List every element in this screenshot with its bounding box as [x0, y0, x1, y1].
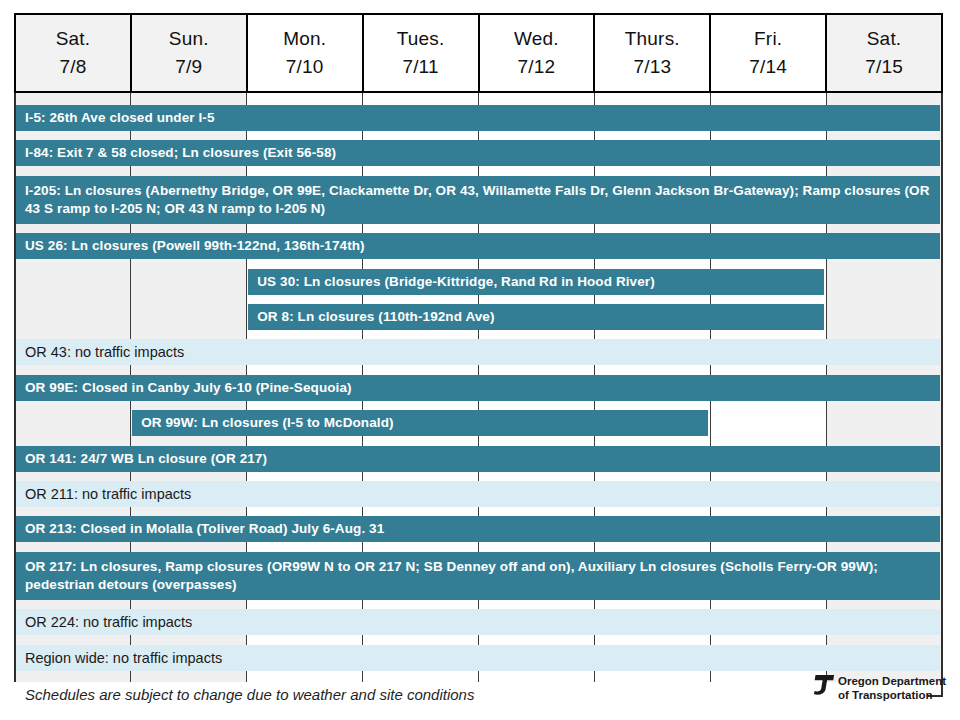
day-date: 7/8 [59, 53, 86, 81]
day-date: 7/15 [865, 53, 903, 81]
day-date: 7/11 [402, 53, 438, 81]
day-header-wed-7-12: Wed.7/12 [480, 15, 594, 91]
schedule-bar-or-141: OR 141: 24/7 WB Ln closure (OR 217) [16, 446, 940, 472]
day-name: Sat. [56, 25, 91, 53]
schedule-bar-or-217: OR 217: Ln closures, Ramp closures (OR99… [16, 552, 940, 600]
day-header-mon-7-10: Mon.7/10 [248, 15, 362, 91]
day-name: Thurs. [625, 25, 680, 53]
day-header-sat-7-15: Sat.7/15 [827, 15, 941, 91]
schedule-bar-i-205: I-205: Ln closures (Abernethy Bridge, OR… [16, 176, 940, 224]
schedule-bar-or-211: OR 211: no traffic impacts [16, 481, 940, 507]
schedule-bar-or-224: OR 224: no traffic impacts [16, 609, 940, 635]
day-name: Mon. [283, 25, 326, 53]
schedule-bar-us-26: US 26: Ln closures (Powell 99th-122nd, 1… [16, 233, 940, 259]
day-name: Fri. [754, 25, 782, 53]
day-header-sat-7-8: Sat.7/8 [16, 15, 130, 91]
day-name: Sat. [867, 25, 902, 53]
odot-logo-icon [812, 672, 835, 699]
odot-logo: Oregon Department of Transportation [812, 672, 946, 703]
schedule-bar-or-99w: OR 99W: Ln closures (I-5 to McDonald) [132, 410, 708, 436]
schedule-bar-i-5: I-5: 26th Ave closed under I-5 [16, 105, 940, 131]
odot-logo-text: Oregon Department of Transportation [838, 672, 946, 703]
odot-logo-text-line2: of Transportation [838, 689, 946, 703]
schedule-bar-us-30: US 30: Ln closures (Bridge-Kittridge, Ra… [248, 269, 824, 295]
odot-logo-text-line1: Oregon Department [838, 675, 946, 689]
day-name: Tues. [397, 25, 445, 53]
table-right-border [941, 93, 943, 697]
schedule-bar-or-99e: OR 99E: Closed in Canby July 6-10 (Pine-… [16, 375, 940, 401]
day-date: 7/13 [633, 53, 671, 81]
day-date: 7/9 [175, 53, 202, 81]
day-date: 7/10 [286, 53, 324, 81]
day-name: Wed. [514, 25, 559, 53]
day-header-thurs-7-13: Thurs.7/13 [595, 15, 709, 91]
day-date: 7/14 [749, 53, 787, 81]
schedule-bar-or-8: OR 8: Ln closures (110th-192nd Ave) [248, 304, 824, 330]
schedule-chart-body: I-5: 26th Ave closed under I-5 I-84: Exit… [14, 93, 943, 682]
schedule-bar-region-wide: Region wide: no traffic impacts [16, 645, 940, 671]
day-date: 7/12 [518, 53, 556, 81]
schedule-bar-or-213: OR 213: Closed in Molalla (Toliver Road)… [16, 516, 940, 542]
road-closure-schedule-page: Sat.7/8Sun.7/9Mon.7/10Tues.7/11Wed.7/12T… [0, 0, 960, 720]
schedule-bar-or-43: OR 43: no traffic impacts [16, 339, 940, 365]
day-header-fri-7-14: Fri.7/14 [711, 15, 825, 91]
day-header-tues-7-11: Tues.7/11 [364, 15, 478, 91]
schedule-bar-i-84: I-84: Exit 7 & 58 closed; Ln closures (E… [16, 140, 940, 166]
footer-note: Schedules are subject to change due to w… [25, 686, 474, 703]
day-header-row: Sat.7/8Sun.7/9Mon.7/10Tues.7/11Wed.7/12T… [14, 13, 943, 93]
day-header-sun-7-9: Sun.7/9 [132, 15, 246, 91]
day-name: Sun. [169, 25, 209, 53]
